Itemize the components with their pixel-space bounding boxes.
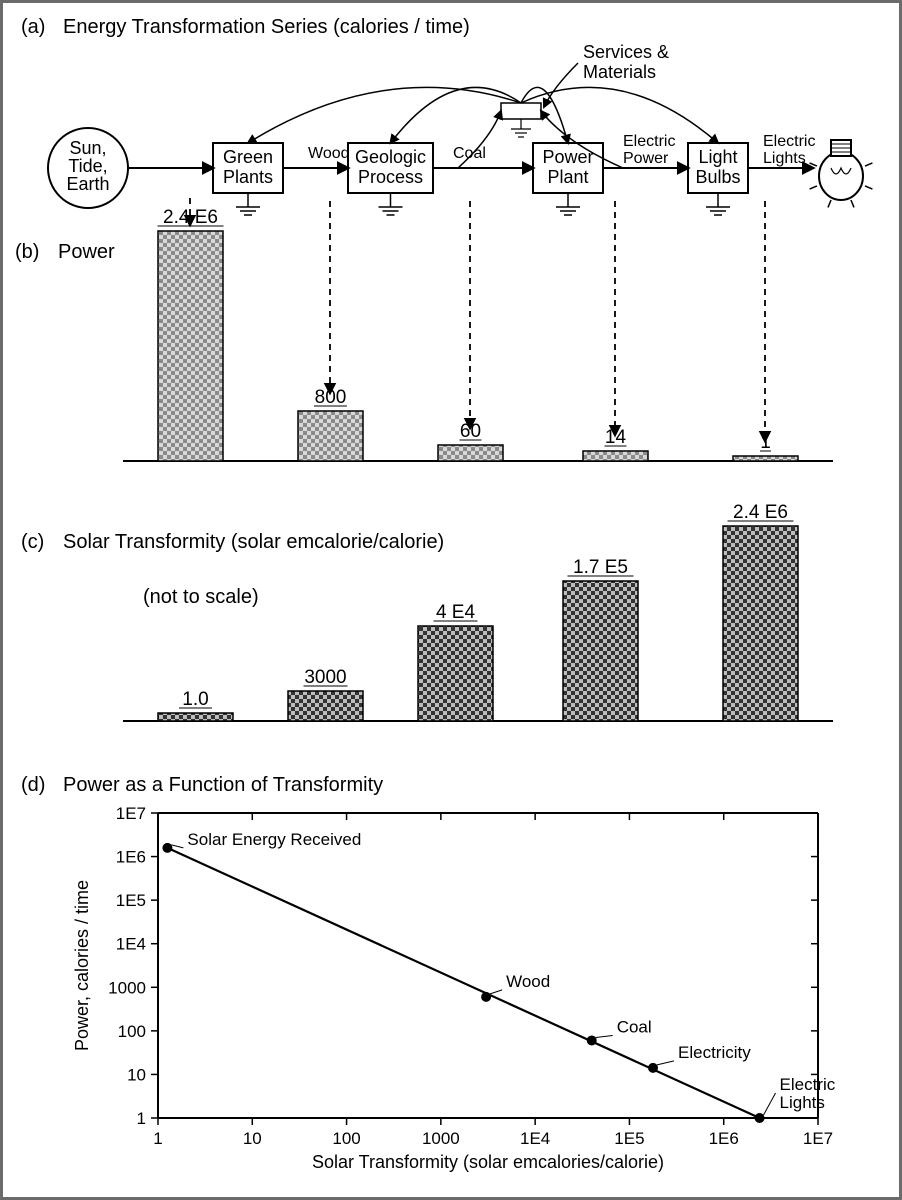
data-point-label: Solar Energy Received (187, 830, 361, 849)
data-point (648, 1063, 658, 1073)
y-axis-label: Power, calories / time (72, 880, 92, 1051)
figure-frame: (a) Energy Transformation Series (calori… (0, 0, 902, 1200)
power-bar-value: 800 (315, 387, 347, 408)
transformity-bar-value: 4 E4 (436, 602, 476, 623)
process-box-label: Geologic (355, 147, 426, 167)
data-point (755, 1113, 765, 1123)
flow-label: Electric (623, 133, 675, 150)
flow-label: Wood (308, 145, 350, 162)
transformity-bar (563, 581, 638, 721)
lightbulb-icon (810, 140, 873, 207)
transformity-bar (418, 626, 493, 721)
y-tick-label: 1E6 (116, 848, 146, 867)
services-label: Services & (583, 42, 669, 62)
process-box-label: Plant (547, 167, 588, 187)
x-tick-label: 1000 (422, 1129, 460, 1148)
panel-d-chart: 1 10 100 1000 1E4 1E5 1E6 1E7 1 10 100 1000 1E4 1E5 1E… (72, 804, 836, 1172)
process-box-label: Plants (223, 167, 273, 187)
y-tick-label: 1 (137, 1109, 146, 1128)
panel-a-label: (a) (21, 16, 45, 38)
services-box (501, 103, 541, 119)
y-tick-label: 1000 (108, 978, 146, 997)
y-tick-label: 1E4 (116, 935, 146, 954)
power-bar-value: 1 (760, 432, 771, 453)
power-bar (298, 411, 363, 461)
panel-b-title: Power (58, 241, 115, 263)
x-tick-label: 1E5 (614, 1129, 644, 1148)
flow-label: Coal (453, 145, 486, 162)
x-tick-label: 100 (332, 1129, 360, 1148)
transformity-bar-value: 2.4 E6 (733, 502, 788, 523)
flow-label: Lights (763, 150, 806, 167)
transformity-bar (288, 691, 363, 721)
flow-label: Power (623, 150, 669, 167)
source-node-text: Sun, (69, 138, 106, 158)
x-tick-label: 1E4 (520, 1129, 550, 1148)
transformity-bar (723, 526, 798, 721)
panel-b-chart: 2.4 E6 800 60 14 1 (123, 198, 833, 461)
data-point-label: Lights (780, 1093, 825, 1112)
power-bar (158, 231, 223, 461)
y-tick-label: 100 (118, 1022, 146, 1041)
process-box-label: Green (223, 147, 273, 167)
y-tick-label: 10 (127, 1065, 146, 1084)
data-point-label: Electricity (678, 1043, 751, 1062)
panel-b-label: (b) (15, 241, 39, 263)
panel-d-label: (d) (21, 774, 45, 796)
power-bar (438, 445, 503, 461)
transformity-bar-value: 1.0 (182, 689, 208, 710)
x-tick-label: 1E6 (709, 1129, 739, 1148)
x-tick-label: 10 (243, 1129, 262, 1148)
transformity-bar-value: 3000 (304, 667, 346, 688)
y-tick-label: 1E5 (116, 891, 146, 910)
figure-svg: (a) Energy Transformation Series (calori… (3, 3, 899, 1197)
data-point-label: Electric (780, 1075, 836, 1094)
source-node-text: Tide, (68, 156, 107, 176)
x-tick-label: 1 (153, 1129, 162, 1148)
power-bar-value: 14 (605, 427, 627, 448)
power-bar (583, 451, 648, 461)
panel-c-label: (c) (21, 531, 44, 553)
transformity-bar (158, 713, 233, 721)
data-point (162, 843, 172, 853)
process-box-label: Power (542, 147, 593, 167)
data-point (481, 992, 491, 1002)
transformity-bar-value: 1.7 E5 (573, 557, 628, 578)
data-point-label: Coal (617, 1017, 652, 1036)
power-bar-value: 60 (460, 421, 481, 442)
process-box-label: Bulbs (695, 167, 740, 187)
flow-label: Electric (763, 133, 815, 150)
x-axis-label: Solar Transformity (solar emcalories/cal… (312, 1152, 664, 1172)
y-tick-label: 1E7 (116, 804, 146, 823)
data-point (587, 1035, 597, 1045)
services-label: Materials (583, 62, 656, 82)
trend-line (167, 848, 759, 1118)
panel-d-title: Power as a Function of Transformity (63, 774, 383, 796)
panel-c-note: (not to scale) (143, 586, 259, 608)
process-box-label: Process (358, 167, 423, 187)
source-node-text: Earth (66, 174, 109, 194)
panel-c-title: Solar Transformity (solar emcalorie/calo… (63, 531, 444, 553)
power-bar (733, 456, 798, 461)
power-bar-value: 2.4 E6 (163, 207, 218, 228)
x-tick-label: 1E7 (803, 1129, 833, 1148)
process-box-label: Light (698, 147, 737, 167)
panel-a-title: Energy Transformation Series (calories /… (63, 16, 470, 38)
panel-a-diagram: Sun,Tide,Earth GreenPlants GeologicProcess… (48, 42, 872, 215)
data-point-label: Wood (506, 972, 550, 991)
